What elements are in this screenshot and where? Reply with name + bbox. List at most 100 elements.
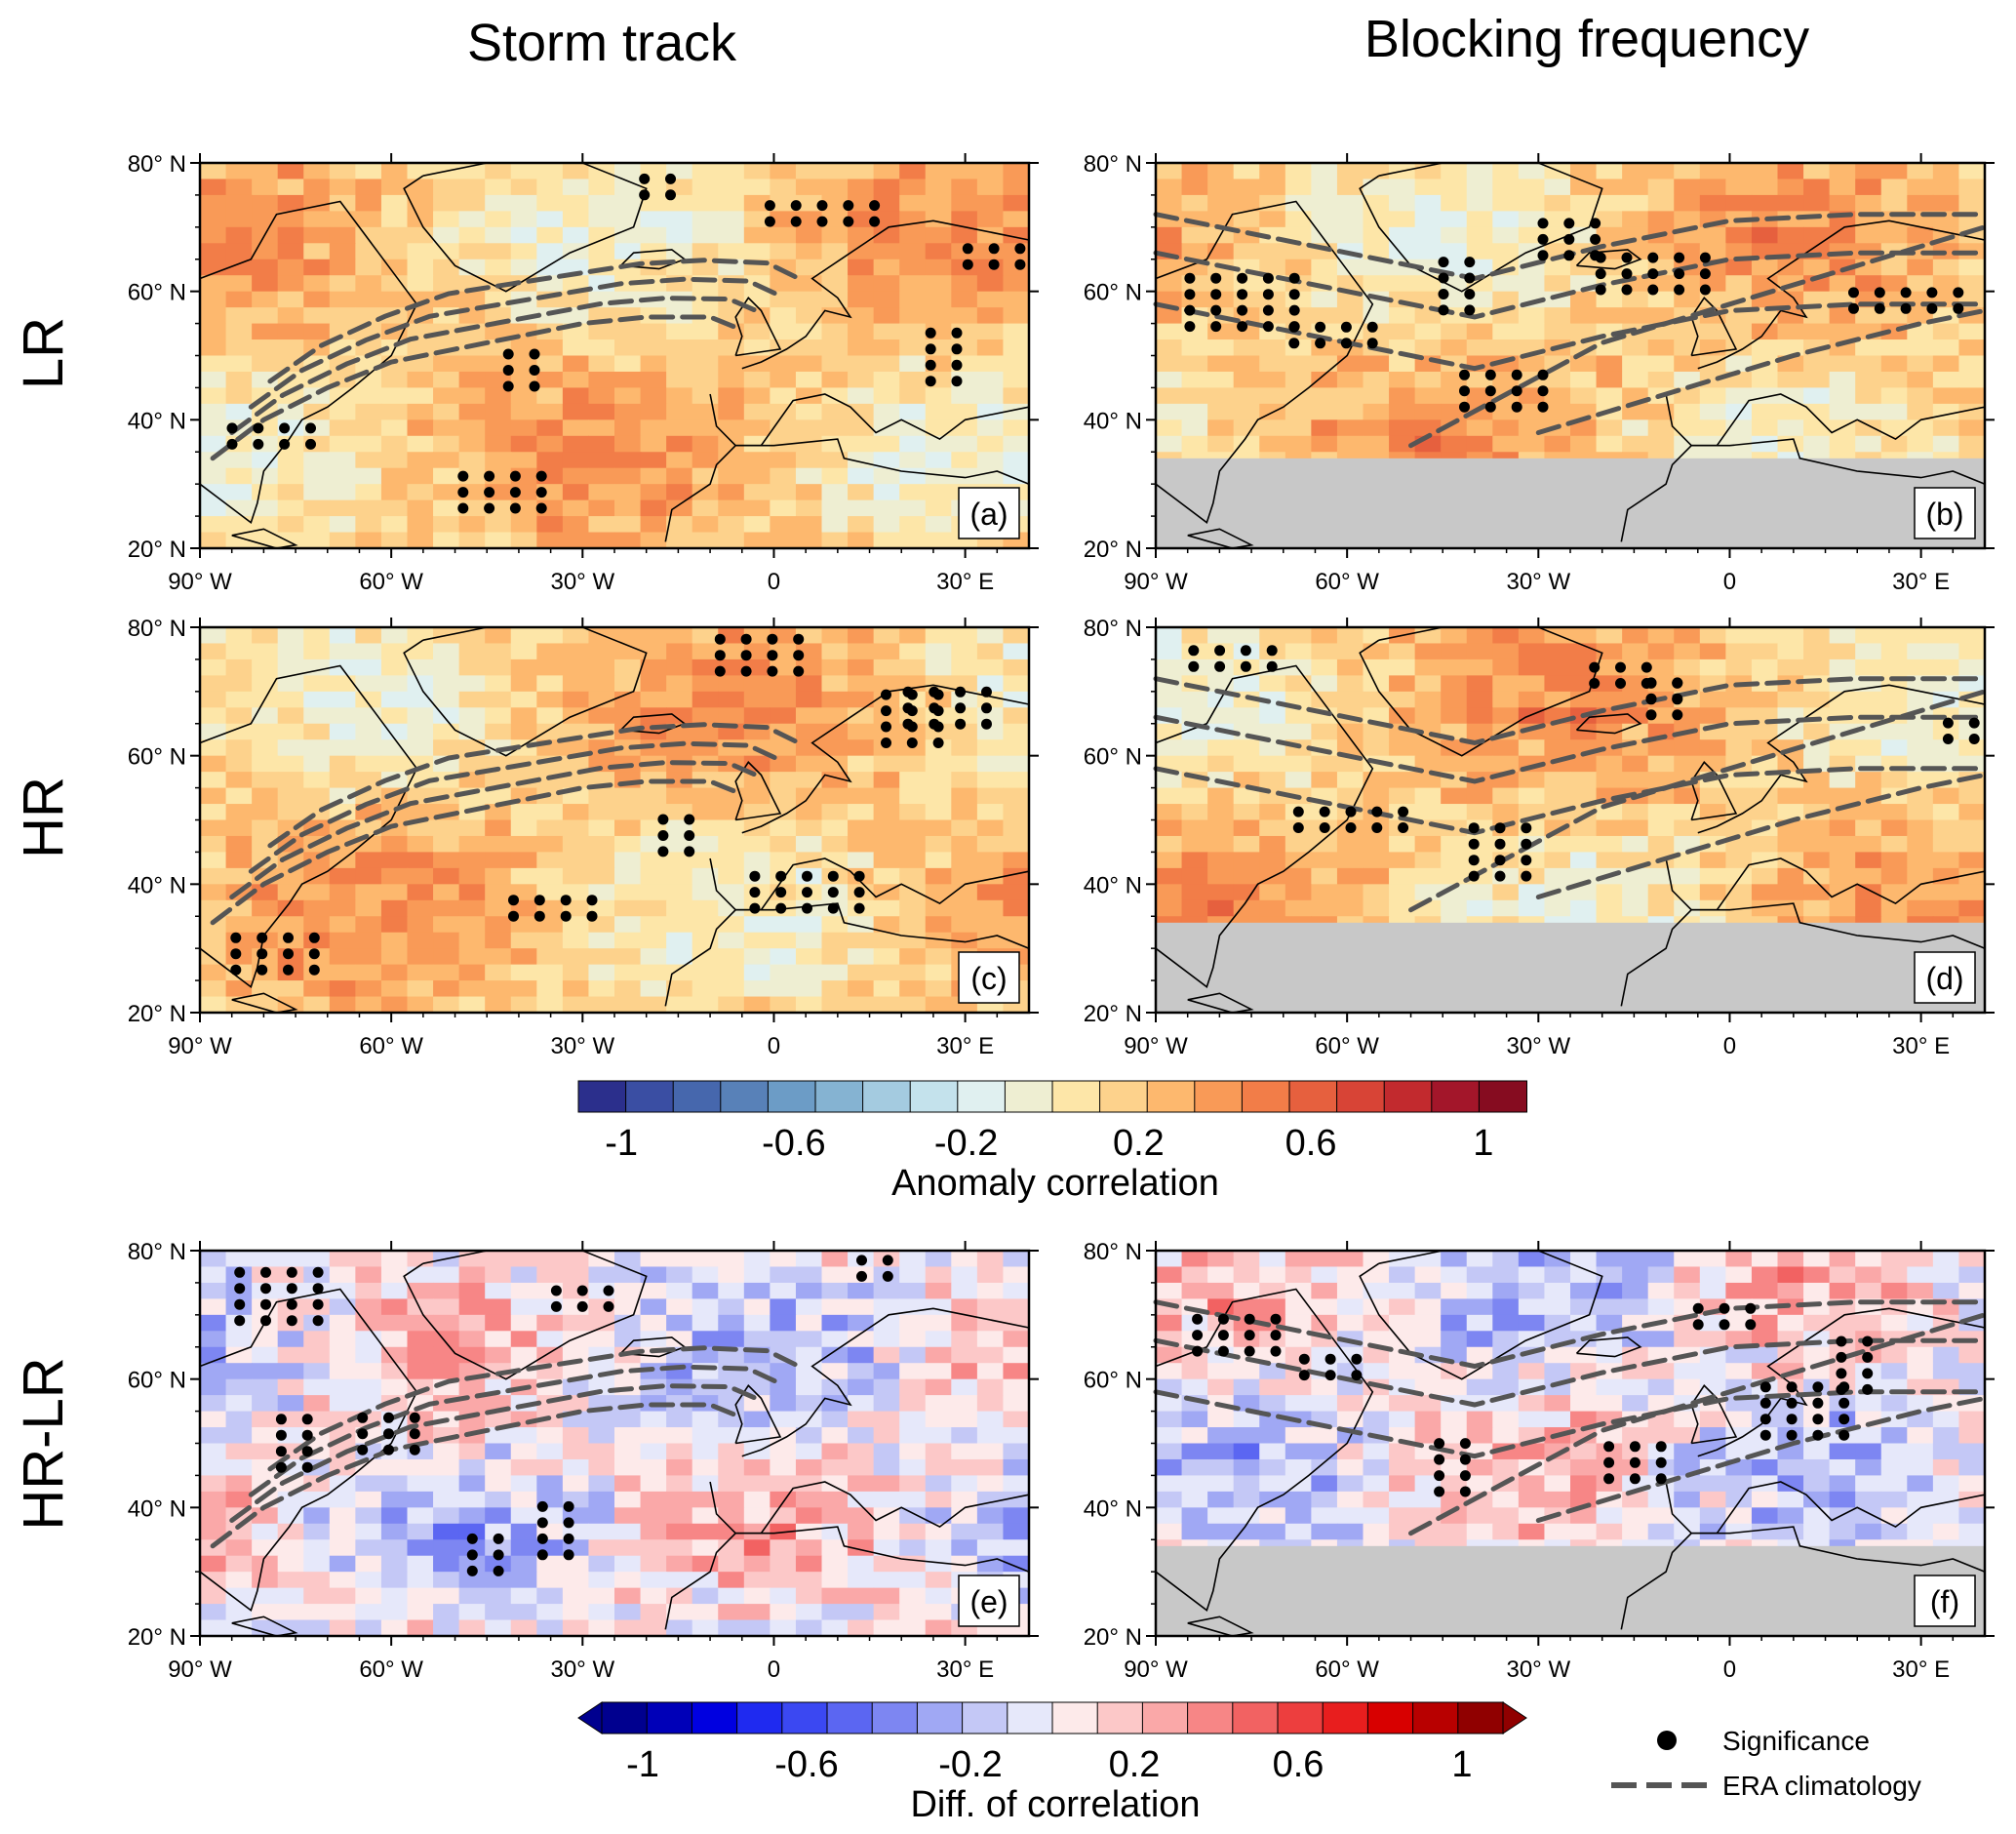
colorbar-swatch	[1099, 1080, 1149, 1113]
colorbar-tick-label: 1	[1451, 1744, 1472, 1785]
panel-c-label: (c)	[958, 951, 1020, 1004]
lat-tick-label: 40° N	[1084, 1495, 1142, 1522]
colorbar-tick-label: -0.2	[934, 1123, 998, 1164]
lat-tick-label: 40° N	[1084, 872, 1142, 898]
colorbar-anomaly	[577, 1080, 1528, 1113]
colorbar-swatch	[601, 1701, 649, 1734]
lon-tick-label: 90° W	[168, 569, 232, 595]
colorbar-swatch	[646, 1701, 693, 1734]
svg-text:(c): (c)	[970, 961, 1007, 996]
lat-tick-label: 20° N	[1084, 1624, 1142, 1651]
lon-tick-label: 90° W	[168, 1033, 232, 1059]
panel-d-label: (d)	[1914, 951, 1976, 1004]
colorbar-tick-label: -0.6	[774, 1744, 838, 1785]
lon-tick-label: 60° W	[359, 1656, 423, 1683]
lon-tick-label: 30° E	[1892, 569, 1950, 595]
colorbar-tick-label: -1	[605, 1123, 638, 1164]
column-title-storm-track: Storm track	[467, 14, 737, 72]
colorbar-swatch	[862, 1080, 912, 1113]
colorbar-swatch	[1366, 1701, 1414, 1734]
panel-d-coastlines	[1155, 626, 1986, 1014]
lat-tick-label: 80° N	[128, 151, 186, 178]
panel-c-shading	[200, 627, 1030, 1014]
lon-tick-label: 60° W	[1315, 1656, 1379, 1683]
panel-c-axes: 80° N 60° N 40° N 20° N 90° W 60° W 30° W 0 30° …	[128, 616, 1039, 1059]
lon-tick-label: 30° W	[550, 569, 614, 595]
panel-b-significance-dots	[1184, 218, 1964, 413]
colorbar-anomaly-title: Anomaly correlation	[891, 1163, 1219, 1204]
lon-tick-label: 30° E	[1892, 1033, 1950, 1059]
panel-f-mask	[1156, 1545, 1985, 1636]
panel-b: 80° N 60° N 40° N 20° N 90° W 60° W 30° W 0 30° …	[1084, 151, 1995, 595]
panel-e-shading	[200, 1251, 1030, 1637]
lon-tick-label: 30° W	[1506, 569, 1570, 595]
lon-tick-label: 60° W	[359, 1033, 423, 1059]
panel-b-axes: 80° N 60° N 40° N 20° N 90° W 60° W 30° W 0 30° …	[1084, 151, 1995, 595]
legend-significance-label: Significance	[1722, 1726, 1870, 1756]
panel-b-label: (b)	[1914, 487, 1976, 539]
lon-tick-label: 0	[1723, 1033, 1736, 1059]
row-label-hr: HR	[12, 777, 75, 858]
panel-b-coastlines	[1155, 162, 1986, 549]
colorbar-swatch	[781, 1701, 828, 1734]
svg-text:(d): (d)	[1925, 961, 1963, 996]
colorbar-tick-label: 0.2	[1109, 1744, 1161, 1785]
colorbar-difference	[577, 1701, 1527, 1734]
lat-tick-label: 80° N	[1084, 151, 1142, 178]
colorbar-arrow-high	[1502, 1701, 1527, 1734]
panel-a-label: (a)	[958, 487, 1020, 539]
lat-tick-label: 40° N	[128, 408, 186, 434]
lon-tick-label: 30° E	[936, 569, 994, 595]
panel-d-significance-dots	[1188, 645, 1980, 882]
colorbar-difference-ticks: -1 -0.6 -0.2 0.2 0.6 1	[626, 1744, 1472, 1785]
colorbar-swatch	[1412, 1701, 1459, 1734]
colorbar-anomaly-ticks: -1 -0.6 -0.2 0.2 0.6 1	[605, 1123, 1493, 1164]
colorbar-difference-title: Diff. of correlation	[910, 1784, 1200, 1825]
panel-f-significance-dots	[1192, 1302, 1874, 1497]
panel-f: 80° N 60° N 40° N 20° N 90° W 60° W 30° W 0 30° …	[1084, 1239, 1995, 1683]
colorbar-swatch	[1431, 1080, 1481, 1113]
colorbar-swatch	[1478, 1080, 1528, 1113]
colorbar-swatch	[814, 1080, 864, 1113]
lat-tick-label: 40° N	[128, 872, 186, 898]
panel-f-label: (f)	[1914, 1575, 1976, 1627]
panel-d-mask	[1156, 922, 1985, 1013]
map-panels: 80° N 60° N 40° N 20° N 90° W 60° W 30° W 0 30° …	[128, 151, 1995, 1683]
lat-tick-label: 60° N	[1084, 1368, 1142, 1394]
colorbar-arrow-low	[577, 1701, 603, 1734]
colorbar-swatch	[577, 1080, 627, 1113]
colorbar-swatch	[1051, 1701, 1099, 1734]
lon-tick-label: 60° W	[1315, 1033, 1379, 1059]
colorbar-swatch	[962, 1701, 1008, 1734]
lat-tick-label: 20° N	[128, 537, 186, 563]
colorbar-swatch	[871, 1701, 919, 1734]
lon-tick-label: 0	[768, 569, 780, 595]
lat-tick-label: 80° N	[1084, 616, 1142, 642]
panel-c-significance-dots	[230, 633, 992, 976]
svg-text:(e): (e)	[969, 1584, 1008, 1619]
significance-marker-icon	[1657, 1731, 1677, 1750]
colorbar-swatch	[916, 1701, 964, 1734]
colorbar-swatch	[1051, 1080, 1101, 1113]
row-label-hr-lr: HR-LR	[12, 1357, 75, 1530]
lat-tick-label: 80° N	[128, 616, 186, 642]
colorbar-swatch	[736, 1701, 783, 1734]
lat-tick-label: 20° N	[1084, 537, 1142, 563]
lon-tick-label: 90° W	[1124, 569, 1188, 595]
lat-tick-label: 60° N	[1084, 744, 1142, 771]
colorbar-swatch	[1146, 1080, 1196, 1113]
panel-e-label: (e)	[958, 1575, 1020, 1627]
panel-e: 80° N 60° N 40° N 20° N 90° W 60° W 30° W 0 30° …	[128, 1239, 1039, 1683]
panel-d-climatology-contours	[1153, 676, 1988, 913]
panel-d: 80° N 60° N 40° N 20° N 90° W 60° W 30° W 0 30° …	[1084, 616, 1995, 1059]
column-title-blocking-frequency: Blocking frequency	[1364, 10, 1809, 68]
svg-text:(b): (b)	[1925, 497, 1963, 532]
colorbar-swatch	[1096, 1701, 1144, 1734]
panel-b-mask	[1156, 458, 1985, 548]
panel-a-shading	[200, 163, 1030, 549]
lon-tick-label: 90° W	[168, 1656, 232, 1683]
lon-tick-label: 0	[768, 1656, 780, 1683]
colorbar-swatch	[1277, 1701, 1324, 1734]
colorbar-swatch	[691, 1701, 738, 1734]
